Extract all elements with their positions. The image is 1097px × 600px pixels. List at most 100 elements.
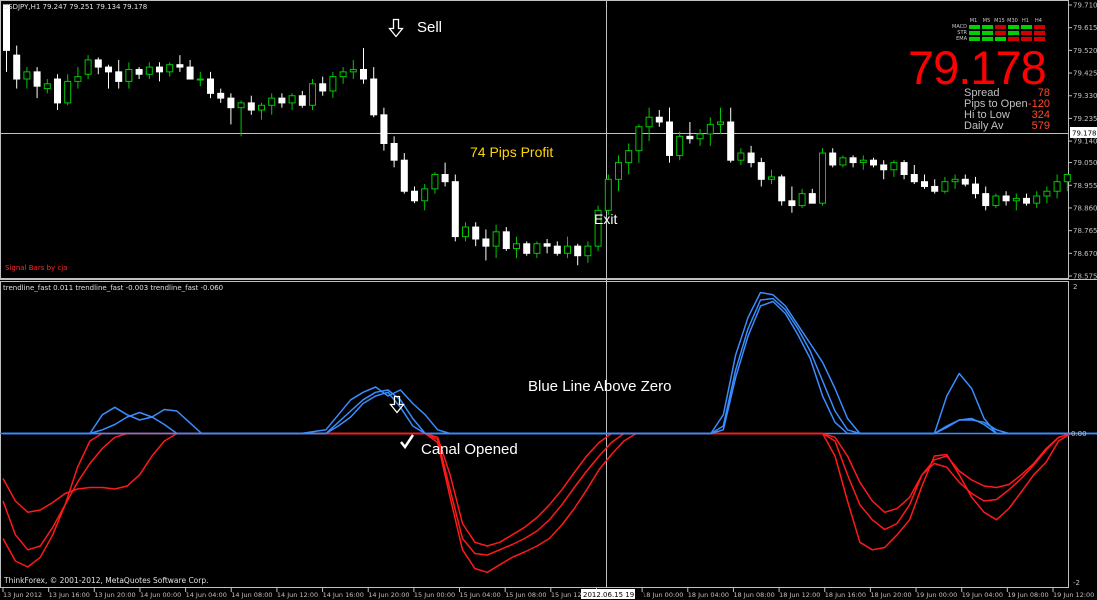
candle <box>125 62 133 89</box>
candle-body <box>268 97 276 106</box>
candle <box>839 155 847 168</box>
current-price-label: 79.178 <box>1072 130 1097 138</box>
candle-body <box>696 133 704 140</box>
candle <box>880 160 888 180</box>
candle <box>156 62 163 82</box>
candle-body <box>961 178 969 185</box>
candle <box>421 184 429 211</box>
indicator-tick-bottom: -2 <box>1073 579 1080 587</box>
candle-body <box>941 181 949 192</box>
candle <box>64 74 72 106</box>
candle <box>94 57 102 75</box>
candle-body <box>125 68 133 82</box>
candle <box>349 59 357 80</box>
candle <box>808 188 816 204</box>
candle-body <box>1063 174 1071 183</box>
price-panel[interactable] <box>0 0 1069 279</box>
price-tick-label: 78.765 <box>1073 227 1097 235</box>
candle <box>258 102 265 120</box>
indicator-panel[interactable] <box>0 281 1069 588</box>
blue-line-annotation: Blue Line Above Zero <box>528 378 671 395</box>
crosshair-time-label: 2012.06.15 19:00 <box>583 591 645 599</box>
candle-body <box>808 193 816 204</box>
candle <box>339 67 347 84</box>
candle-body <box>54 78 61 104</box>
candle <box>1012 193 1020 211</box>
time-tick-label: 14 Jun 04:00 <box>186 591 227 599</box>
candle-body <box>1053 181 1061 192</box>
candle <box>3 4 10 72</box>
candle-body <box>186 66 194 80</box>
candle-body <box>768 176 775 180</box>
candle-body <box>543 243 551 247</box>
checkmark-icon <box>400 434 415 450</box>
candle-body <box>94 59 102 68</box>
candle <box>400 153 408 194</box>
candle-body <box>788 200 796 207</box>
candle-body <box>870 159 877 166</box>
candle <box>319 76 327 96</box>
time-tick-label: 15 Jun 08:00 <box>505 591 546 599</box>
candle-body <box>625 150 633 164</box>
candle-body <box>441 174 449 183</box>
candle-body <box>533 243 541 254</box>
candle <box>870 157 877 168</box>
candle-body <box>370 78 378 116</box>
candle-body <box>717 121 724 125</box>
candle <box>778 174 786 206</box>
candle-body <box>910 174 918 183</box>
candle-body <box>84 59 92 75</box>
candle <box>635 124 643 163</box>
red-line-3 <box>2 432 1072 547</box>
candle <box>217 88 225 103</box>
time-tick-label: 18 Jun 20:00 <box>870 591 911 599</box>
price-axis: 79.710 79.615 79.520 79.425 79.330 79.235 79.1… <box>1068 2 1097 281</box>
candle-body <box>217 92 225 99</box>
candle <box>441 162 449 187</box>
candle <box>961 174 969 187</box>
time-tick-label: 15 Jun 04:00 <box>460 591 501 599</box>
candle <box>390 136 398 168</box>
candle-body <box>390 142 398 161</box>
candle-body <box>584 245 592 257</box>
candle <box>584 241 592 263</box>
candle <box>829 148 837 168</box>
candle <box>523 241 531 256</box>
candle-body <box>1012 197 1020 202</box>
candle <box>768 169 775 185</box>
price-tick-label: 78.860 <box>1073 204 1097 212</box>
price-tick-label: 79.330 <box>1073 92 1097 100</box>
candle-body <box>798 193 806 207</box>
candle <box>482 229 490 261</box>
candle-body <box>982 193 990 207</box>
signal-credit: Signal Bars by cja <box>5 264 67 272</box>
candle-body <box>43 83 51 90</box>
candle-body <box>176 64 184 68</box>
candle <box>74 67 82 89</box>
candle-body <box>380 114 388 144</box>
price-tick-label: 79.140 <box>1073 138 1097 146</box>
time-tick-label: 13 Jun 2012 <box>3 591 42 599</box>
candle-body <box>411 190 418 202</box>
candle <box>176 55 184 72</box>
candle <box>278 93 286 108</box>
time-tick-label: 14 Jun 16:00 <box>323 591 364 599</box>
candle <box>370 67 378 118</box>
candle-body <box>921 181 928 187</box>
candle-body <box>33 71 41 87</box>
candle <box>992 193 1000 208</box>
candle <box>105 64 112 89</box>
candle <box>1023 193 1030 206</box>
candle-body <box>227 97 235 109</box>
time-tick-label: 18 Jun 08:00 <box>733 591 774 599</box>
candle <box>196 71 204 87</box>
candle-body <box>166 64 174 73</box>
candle <box>615 155 622 192</box>
candle <box>360 47 367 84</box>
candle-body <box>462 226 469 238</box>
candle <box>533 241 541 259</box>
candlestick-series <box>3 4 1071 266</box>
candle <box>951 174 959 189</box>
candle-body <box>523 243 531 254</box>
